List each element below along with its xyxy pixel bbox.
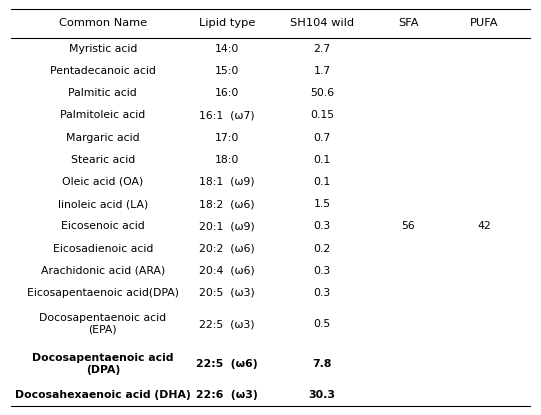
Text: 16:0: 16:0 <box>215 88 240 98</box>
Text: Docosapentaenoic acid: Docosapentaenoic acid <box>39 313 166 323</box>
Text: 0.3: 0.3 <box>313 221 331 232</box>
Text: Stearic acid: Stearic acid <box>71 155 135 165</box>
Text: Eicosapentaenoic acid(DPA): Eicosapentaenoic acid(DPA) <box>27 288 179 298</box>
Text: 0.1: 0.1 <box>313 177 331 187</box>
Text: 20:5  (ω3): 20:5 (ω3) <box>199 288 255 298</box>
Text: SH104 wild: SH104 wild <box>290 18 354 28</box>
Text: 0.5: 0.5 <box>313 319 331 329</box>
Text: 0.2: 0.2 <box>313 244 331 254</box>
Text: (DPA): (DPA) <box>85 364 120 375</box>
Text: 18:2  (ω6): 18:2 (ω6) <box>200 199 255 209</box>
Text: 1.7: 1.7 <box>313 66 331 76</box>
Text: 15:0: 15:0 <box>215 66 240 76</box>
Text: 7.8: 7.8 <box>312 359 332 369</box>
Text: PUFA: PUFA <box>470 18 498 28</box>
Text: Eicosenoic acid: Eicosenoic acid <box>61 221 144 232</box>
Text: 50.6: 50.6 <box>310 88 334 98</box>
Text: Arachidonic acid (ARA): Arachidonic acid (ARA) <box>41 266 165 276</box>
Text: 2.7: 2.7 <box>313 44 331 54</box>
Text: Palmitic acid: Palmitic acid <box>68 88 137 98</box>
Text: 1.5: 1.5 <box>313 199 331 209</box>
Text: Myristic acid: Myristic acid <box>69 44 137 54</box>
Text: 0.3: 0.3 <box>313 288 331 298</box>
Text: 20:1  (ω9): 20:1 (ω9) <box>199 221 255 232</box>
Text: Common Name: Common Name <box>59 18 147 28</box>
Text: 17:0: 17:0 <box>215 133 240 143</box>
Text: 0.15: 0.15 <box>310 110 334 120</box>
Text: 18:1  (ω9): 18:1 (ω9) <box>200 177 255 187</box>
Text: Margaric acid: Margaric acid <box>66 133 140 143</box>
Text: linoleic acid (LA): linoleic acid (LA) <box>58 199 148 209</box>
Text: 22:5  (ω3): 22:5 (ω3) <box>200 319 255 329</box>
Text: (EPA): (EPA) <box>89 325 117 334</box>
Text: SFA: SFA <box>398 18 419 28</box>
Text: Docosapentaenoic acid: Docosapentaenoic acid <box>32 353 174 364</box>
Text: 14:0: 14:0 <box>215 44 240 54</box>
Text: 20:4  (ω6): 20:4 (ω6) <box>199 266 255 276</box>
Text: Pentadecanoic acid: Pentadecanoic acid <box>50 66 156 76</box>
Text: Lipid type: Lipid type <box>199 18 255 28</box>
Text: 30.3: 30.3 <box>308 390 335 400</box>
Text: 22:5  (ω6): 22:5 (ω6) <box>196 359 258 369</box>
Text: 18:0: 18:0 <box>215 155 240 165</box>
Text: 42: 42 <box>477 221 491 232</box>
Text: Docosahexaenoic acid (DHA): Docosahexaenoic acid (DHA) <box>15 390 190 400</box>
Text: 16:1  (ω7): 16:1 (ω7) <box>200 110 255 120</box>
Text: 0.3: 0.3 <box>313 266 331 276</box>
Text: 22:6  (ω3): 22:6 (ω3) <box>196 390 258 400</box>
Text: Oleic acid (OA): Oleic acid (OA) <box>62 177 143 187</box>
Text: 20:2  (ω6): 20:2 (ω6) <box>199 244 255 254</box>
Text: 0.7: 0.7 <box>313 133 331 143</box>
Text: Eicosadienoic acid: Eicosadienoic acid <box>52 244 153 254</box>
Text: 56: 56 <box>401 221 415 232</box>
Text: 0.1: 0.1 <box>313 155 331 165</box>
Text: Palmitoleic acid: Palmitoleic acid <box>60 110 146 120</box>
